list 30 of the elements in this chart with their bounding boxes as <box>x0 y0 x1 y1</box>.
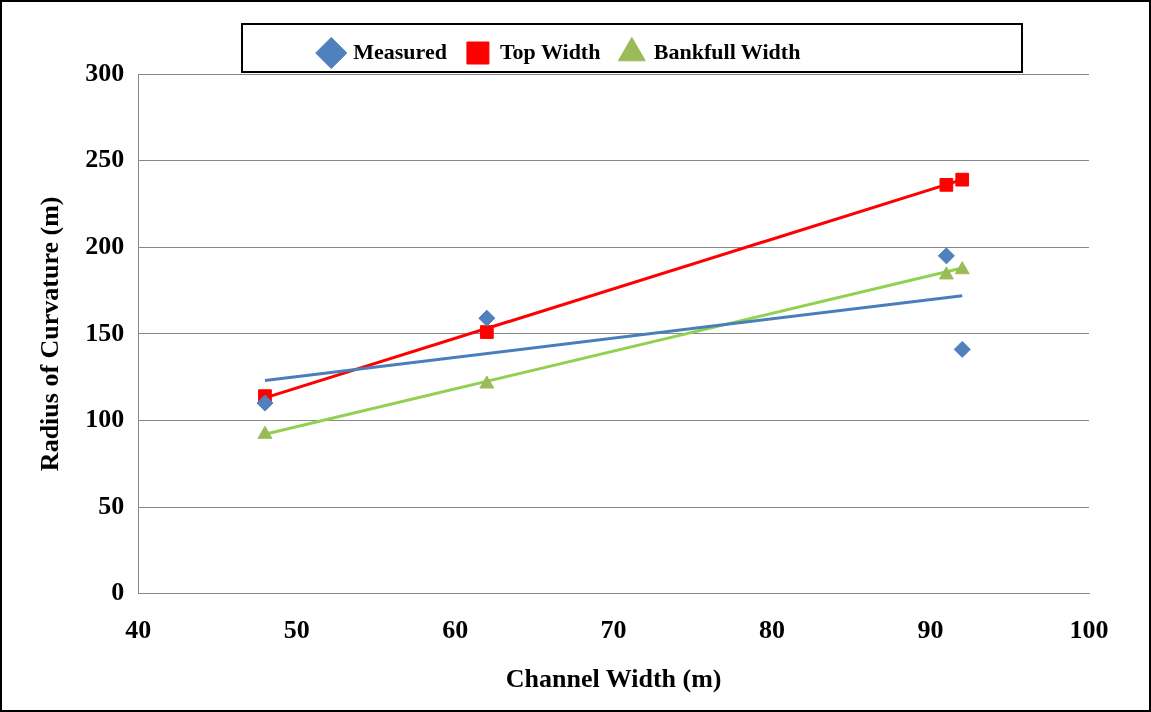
x-tick-label: 90 <box>917 614 944 644</box>
y-axis-title: Radius of Curvature (m) <box>35 196 65 472</box>
x-tick-label: 70 <box>600 614 627 644</box>
y-tick-label: 50 <box>98 490 125 520</box>
y-tick-label: 150 <box>85 317 125 347</box>
x-tick-label: 50 <box>283 614 310 644</box>
x-tick-label: 40 <box>125 614 152 644</box>
legend-label: Bankfull Width <box>653 38 801 64</box>
legend-label: Measured <box>353 38 447 64</box>
point <box>479 325 494 339</box>
legend-label: Top Width <box>499 38 601 64</box>
point <box>938 266 954 280</box>
y-tick-label: 200 <box>85 230 125 260</box>
point <box>257 425 273 439</box>
point <box>955 172 970 187</box>
point <box>953 340 971 358</box>
point <box>939 177 954 192</box>
x-tick-label: 80 <box>759 614 786 644</box>
x-tick-label: 60 <box>442 614 469 644</box>
y-tick-label: 0 <box>111 577 125 607</box>
point <box>478 309 496 327</box>
x-tick-label: 100 <box>1069 614 1109 644</box>
point <box>256 394 274 412</box>
point <box>479 375 495 389</box>
x-axis-title: Channel Width (m) <box>505 664 722 694</box>
point <box>937 247 955 265</box>
y-tick-label: 300 <box>85 57 125 87</box>
point <box>954 261 970 275</box>
y-tick-label: 250 <box>85 144 125 174</box>
y-tick-label: 100 <box>85 404 125 434</box>
